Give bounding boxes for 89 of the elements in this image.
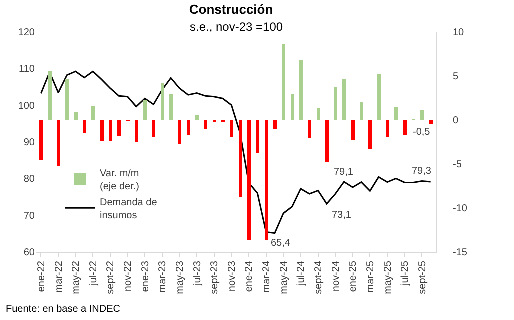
bar xyxy=(420,110,424,120)
bar xyxy=(178,120,181,144)
data-label: 73,1 xyxy=(332,210,352,221)
x-tick-label: ene-23 xyxy=(140,260,152,292)
x-tick-label: jul-22 xyxy=(88,260,100,286)
bar xyxy=(247,120,251,240)
bar xyxy=(377,74,381,120)
bar xyxy=(109,120,112,141)
bar xyxy=(360,102,363,120)
x-tick-label: jul-24 xyxy=(296,260,308,286)
bar xyxy=(100,120,104,141)
bar xyxy=(117,120,121,136)
bar xyxy=(169,94,173,120)
data-label: 79,1 xyxy=(334,167,354,178)
y-tick-label: 80 xyxy=(24,174,36,186)
chart-title: Construcción xyxy=(189,2,274,17)
bar xyxy=(429,120,433,124)
y-tick-label: 60 xyxy=(24,248,36,258)
bar xyxy=(135,120,138,142)
bar xyxy=(386,120,389,137)
bar xyxy=(291,94,294,120)
x-tick-label: mar-25 xyxy=(365,260,376,293)
bar xyxy=(230,120,233,137)
x-tick-label: sept-22 xyxy=(106,260,117,294)
x-tick-label: jul-25 xyxy=(400,260,412,286)
x-tick-label: nov-23 xyxy=(226,260,238,292)
bar xyxy=(204,120,207,129)
bar xyxy=(143,100,147,120)
bar xyxy=(317,108,320,120)
bar xyxy=(187,120,190,135)
x-tick-label: sept-24 xyxy=(314,260,324,294)
x-tick-label: nov-22 xyxy=(123,260,134,292)
bar xyxy=(65,79,69,120)
bar xyxy=(256,120,259,153)
y2-tick-label: -15 xyxy=(453,248,468,258)
bar xyxy=(403,120,407,135)
bar xyxy=(83,120,86,133)
legend-label: Var. m/m (eje der.) xyxy=(100,168,140,192)
bar xyxy=(334,87,337,120)
bar xyxy=(57,120,60,166)
bar xyxy=(195,115,199,120)
x-tick-label: may-23 xyxy=(174,260,186,294)
x-tick-label: may-24 xyxy=(278,260,290,294)
y-tick-label: 100 xyxy=(18,100,36,112)
bar xyxy=(299,60,303,120)
y2-tick-label: 10 xyxy=(453,28,465,38)
bar xyxy=(325,120,329,162)
data-label: 65,4 xyxy=(271,238,291,249)
y-tick-label: 90 xyxy=(24,138,36,148)
x-tick-label: jul-23 xyxy=(192,260,204,286)
x-tick-label: ene-24 xyxy=(244,260,256,292)
legend-label: Demanda de insumos xyxy=(100,198,158,222)
source-note: Fuente: en base a INDEC xyxy=(6,304,121,315)
x-tick-label: may-22 xyxy=(71,260,82,294)
bar xyxy=(282,44,285,120)
x-tick-label: mar-22 xyxy=(54,260,65,293)
x-tick-label: mar-24 xyxy=(262,260,273,293)
y-tick-label: 70 xyxy=(24,210,36,222)
y2-tick-label: 5 xyxy=(453,72,459,82)
x-tick-label: nov-24 xyxy=(330,260,342,292)
bar xyxy=(39,120,43,160)
x-tick-label: ene-22 xyxy=(36,260,48,292)
x-tick-label: sept-23 xyxy=(210,260,221,294)
bar xyxy=(273,120,277,129)
x-tick-label: ene-25 xyxy=(348,260,360,292)
bar xyxy=(351,120,355,140)
data-label: -0,5 xyxy=(413,127,431,138)
bar xyxy=(368,120,372,149)
bar xyxy=(74,112,78,120)
bar xyxy=(342,79,346,120)
y2-tick-label: -10 xyxy=(453,204,468,214)
bar xyxy=(161,83,164,120)
y2-tick-label: 0 xyxy=(453,116,459,126)
bar xyxy=(308,120,311,138)
x-tick-label: may-25 xyxy=(382,260,394,294)
line-series xyxy=(40,70,432,234)
x-tick-label: mar-23 xyxy=(158,260,169,293)
bar xyxy=(48,71,52,120)
y2-tick-label: -5 xyxy=(453,160,462,170)
bar xyxy=(152,120,155,137)
bar xyxy=(91,106,95,120)
y-tick-label: 110 xyxy=(19,64,36,76)
data-label: 79,3 xyxy=(412,166,432,177)
bar xyxy=(265,120,268,240)
chart-subtitle: s.e., nov-23 =100 xyxy=(190,20,284,34)
bar xyxy=(239,120,242,197)
bar xyxy=(394,107,398,120)
x-tick-label: sept-25 xyxy=(417,260,428,294)
y-tick-label: 120 xyxy=(18,28,36,38)
